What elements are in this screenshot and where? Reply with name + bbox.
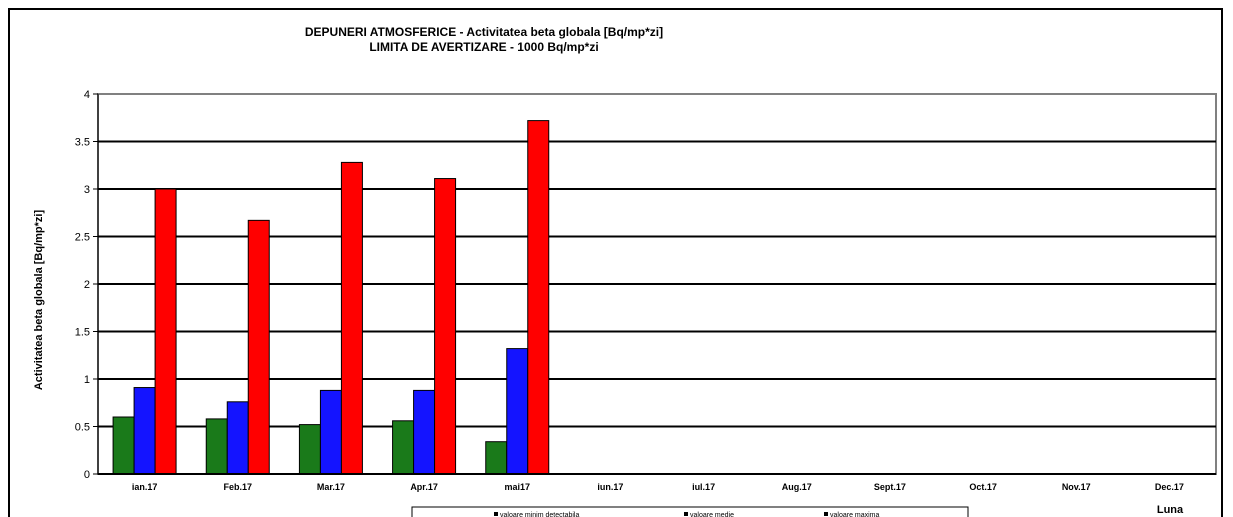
x-tick-label: iul.17 — [692, 482, 715, 492]
bar-valoare-medie-4 — [507, 349, 528, 474]
bar-valoare-medie-3 — [414, 390, 435, 474]
legend-label: valoare minim detectabila — [500, 512, 579, 517]
bar-valoare-minim-detectabila-0 — [113, 417, 134, 474]
y-tick-label: 4 — [84, 89, 90, 101]
x-tick-label: Oct.17 — [969, 482, 997, 492]
y-tick-label: 1 — [84, 374, 90, 386]
chart-subtitle: LIMITA DE AVERTIZARE - 1000 Bq/mp*zi — [369, 40, 598, 54]
y-tick-label: 3.5 — [75, 137, 90, 149]
legend-swatch — [684, 512, 688, 516]
chart-title: DEPUNERI ATMOSFERICE - Activitatea beta … — [305, 25, 663, 39]
x-tick-label: Sept.17 — [874, 482, 906, 492]
legend-label: valoare maxima — [830, 512, 880, 517]
y-tick-label: 1.5 — [75, 327, 90, 339]
legend-swatch — [494, 512, 498, 516]
y-tick-label: 0.5 — [75, 422, 90, 434]
x-tick-label: iun.17 — [597, 482, 623, 492]
bar-valoare-maxima-3 — [435, 179, 456, 474]
bar-valoare-maxima-4 — [528, 121, 549, 474]
x-tick-label: ian.17 — [132, 482, 158, 492]
x-tick-label: Dec.17 — [1155, 482, 1184, 492]
y-tick-label: 2.5 — [75, 232, 90, 244]
x-tick-label: Mar.17 — [317, 482, 345, 492]
x-tick-label: mai17 — [504, 482, 530, 492]
bar-valoare-minim-detectabila-3 — [393, 421, 414, 474]
x-axis-label: Luna — [1157, 504, 1184, 516]
y-tick-label: 2 — [84, 279, 90, 291]
bar-valoare-medie-1 — [227, 402, 248, 474]
legend-label: valoare medie — [690, 512, 734, 517]
x-tick-label: Apr.17 — [410, 482, 438, 492]
legend-swatch — [824, 512, 828, 516]
x-tick-label: Aug.17 — [782, 482, 812, 492]
bar-valoare-minim-detectabila-2 — [299, 425, 320, 474]
bar-valoare-medie-0 — [134, 388, 155, 474]
bar-valoare-maxima-2 — [341, 162, 362, 474]
y-axis-label: Activitatea beta globala [Bq/mp*zi] — [33, 210, 45, 391]
bar-valoare-minim-detectabila-1 — [206, 419, 227, 474]
x-tick-label: Feb.17 — [223, 482, 252, 492]
x-tick-label: Nov.17 — [1062, 482, 1091, 492]
bar-valoare-maxima-0 — [155, 189, 176, 474]
bar-valoare-medie-2 — [320, 390, 341, 474]
bar-valoare-minim-detectabila-4 — [486, 442, 507, 474]
y-tick-label: 3 — [84, 184, 90, 196]
bar-valoare-maxima-1 — [248, 220, 269, 474]
y-tick-label: 0 — [84, 469, 90, 481]
